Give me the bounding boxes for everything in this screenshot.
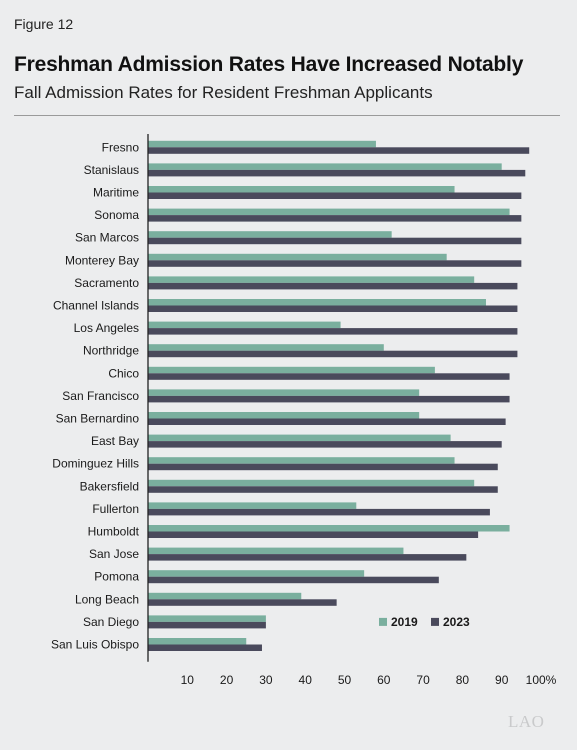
category-label: Chico xyxy=(108,366,139,380)
category-label: San Bernardino xyxy=(56,412,140,426)
bar-2023 xyxy=(148,350,518,358)
x-tick-label: 70 xyxy=(416,673,430,687)
x-tick-label: 90 xyxy=(495,673,509,687)
bar-2023 xyxy=(148,486,498,493)
bar-2019 xyxy=(148,457,455,464)
category-label: Long Beach xyxy=(75,592,139,606)
bar-2023 xyxy=(148,576,439,584)
x-tick-label: 80 xyxy=(456,673,470,687)
chart-title: Freshman Admission Rates Have Increased … xyxy=(14,53,524,76)
bar-2019 xyxy=(148,208,510,216)
bar-2023 xyxy=(148,305,518,312)
legend-label-2023: 2023 xyxy=(443,615,470,629)
legend-swatch-2023 xyxy=(431,617,439,626)
category-label: Northridge xyxy=(83,344,139,358)
lao-logo: LAO xyxy=(508,712,545,731)
category-label: Fresno xyxy=(102,140,140,154)
bar-2023 xyxy=(148,508,490,516)
bar-2023 xyxy=(148,192,522,199)
bar-2023 xyxy=(148,282,518,290)
bar-2019 xyxy=(148,615,266,622)
category-label: San Marcos xyxy=(75,231,139,245)
bar-2023 xyxy=(148,463,498,471)
bar-2019 xyxy=(148,231,392,238)
bar-2019 xyxy=(148,389,420,396)
bar-2023 xyxy=(148,621,266,629)
bar-2019 xyxy=(148,276,475,283)
category-label: Stanislaus xyxy=(84,163,139,177)
bar-2019 xyxy=(148,299,486,306)
category-label: Los Angeles xyxy=(74,321,139,335)
bar-2023 xyxy=(148,237,522,245)
bar-2019 xyxy=(148,186,455,193)
category-label: Maritime xyxy=(93,186,139,200)
category-label: Dominguez Hills xyxy=(52,457,139,471)
bar-2023 xyxy=(148,328,518,335)
x-tick-label: 60 xyxy=(377,673,391,687)
legend-label-2019: 2019 xyxy=(391,615,418,629)
bar-2023 xyxy=(148,260,522,267)
legend-swatch-2019 xyxy=(379,617,387,626)
bar-2019 xyxy=(148,366,435,374)
category-label: Sonoma xyxy=(94,208,139,222)
bar-2019 xyxy=(148,412,420,419)
bar-2019 xyxy=(148,525,510,532)
category-label: Channel Islands xyxy=(53,299,139,313)
category-label: Bakersfield xyxy=(80,479,139,493)
bar-2023 xyxy=(148,599,337,606)
x-tick-label: 10 xyxy=(181,673,195,687)
bar-2019 xyxy=(148,638,247,645)
bar-2019 xyxy=(148,321,341,329)
x-tick-label: 40 xyxy=(299,673,313,687)
bar-2019 xyxy=(148,253,447,261)
title-divider xyxy=(14,115,560,116)
bar-2023 xyxy=(148,441,502,448)
category-label: San Francisco xyxy=(62,389,139,403)
category-label: San Luis Obispo xyxy=(51,638,139,652)
figure-label: Figure 12 xyxy=(14,16,74,32)
bar-2023 xyxy=(148,644,262,651)
x-tick-label: 50 xyxy=(338,673,352,687)
x-tick-label: 20 xyxy=(220,673,234,687)
bar-2023 xyxy=(148,373,510,380)
bar-chart: Fresno Stanislaus Maritime Sonoma San Marcos… xyxy=(51,134,557,687)
bar-2023 xyxy=(148,395,510,403)
category-label: Pomona xyxy=(94,570,139,584)
category-label: Fullerton xyxy=(92,502,139,516)
bar-2019 xyxy=(148,547,404,555)
bar-2019 xyxy=(148,163,502,170)
bar-2019 xyxy=(148,502,357,509)
category-label: East Bay xyxy=(91,434,139,448)
bar-2019 xyxy=(148,344,384,351)
bar-2023 xyxy=(148,147,530,154)
bar-2019 xyxy=(148,434,451,442)
bar-2023 xyxy=(148,169,526,177)
bar-2023 xyxy=(148,531,479,538)
bar-2019 xyxy=(148,570,365,577)
category-label: San Diego xyxy=(83,615,139,629)
bar-2023 xyxy=(148,418,506,425)
x-tick-label: 30 xyxy=(259,673,273,687)
category-label: Monterey Bay xyxy=(65,253,139,267)
bar-2019 xyxy=(148,592,302,600)
bar-2019 xyxy=(148,479,475,487)
chart-subtitle: Fall Admission Rates for Resident Freshm… xyxy=(14,83,433,102)
category-label: Humboldt xyxy=(88,525,140,539)
category-label: San Jose xyxy=(89,547,139,561)
x-tick-label: 100% xyxy=(526,673,557,687)
bar-2019 xyxy=(148,140,376,148)
category-label: Sacramento xyxy=(74,276,139,290)
bar-2023 xyxy=(148,215,522,222)
bar-2023 xyxy=(148,554,467,561)
